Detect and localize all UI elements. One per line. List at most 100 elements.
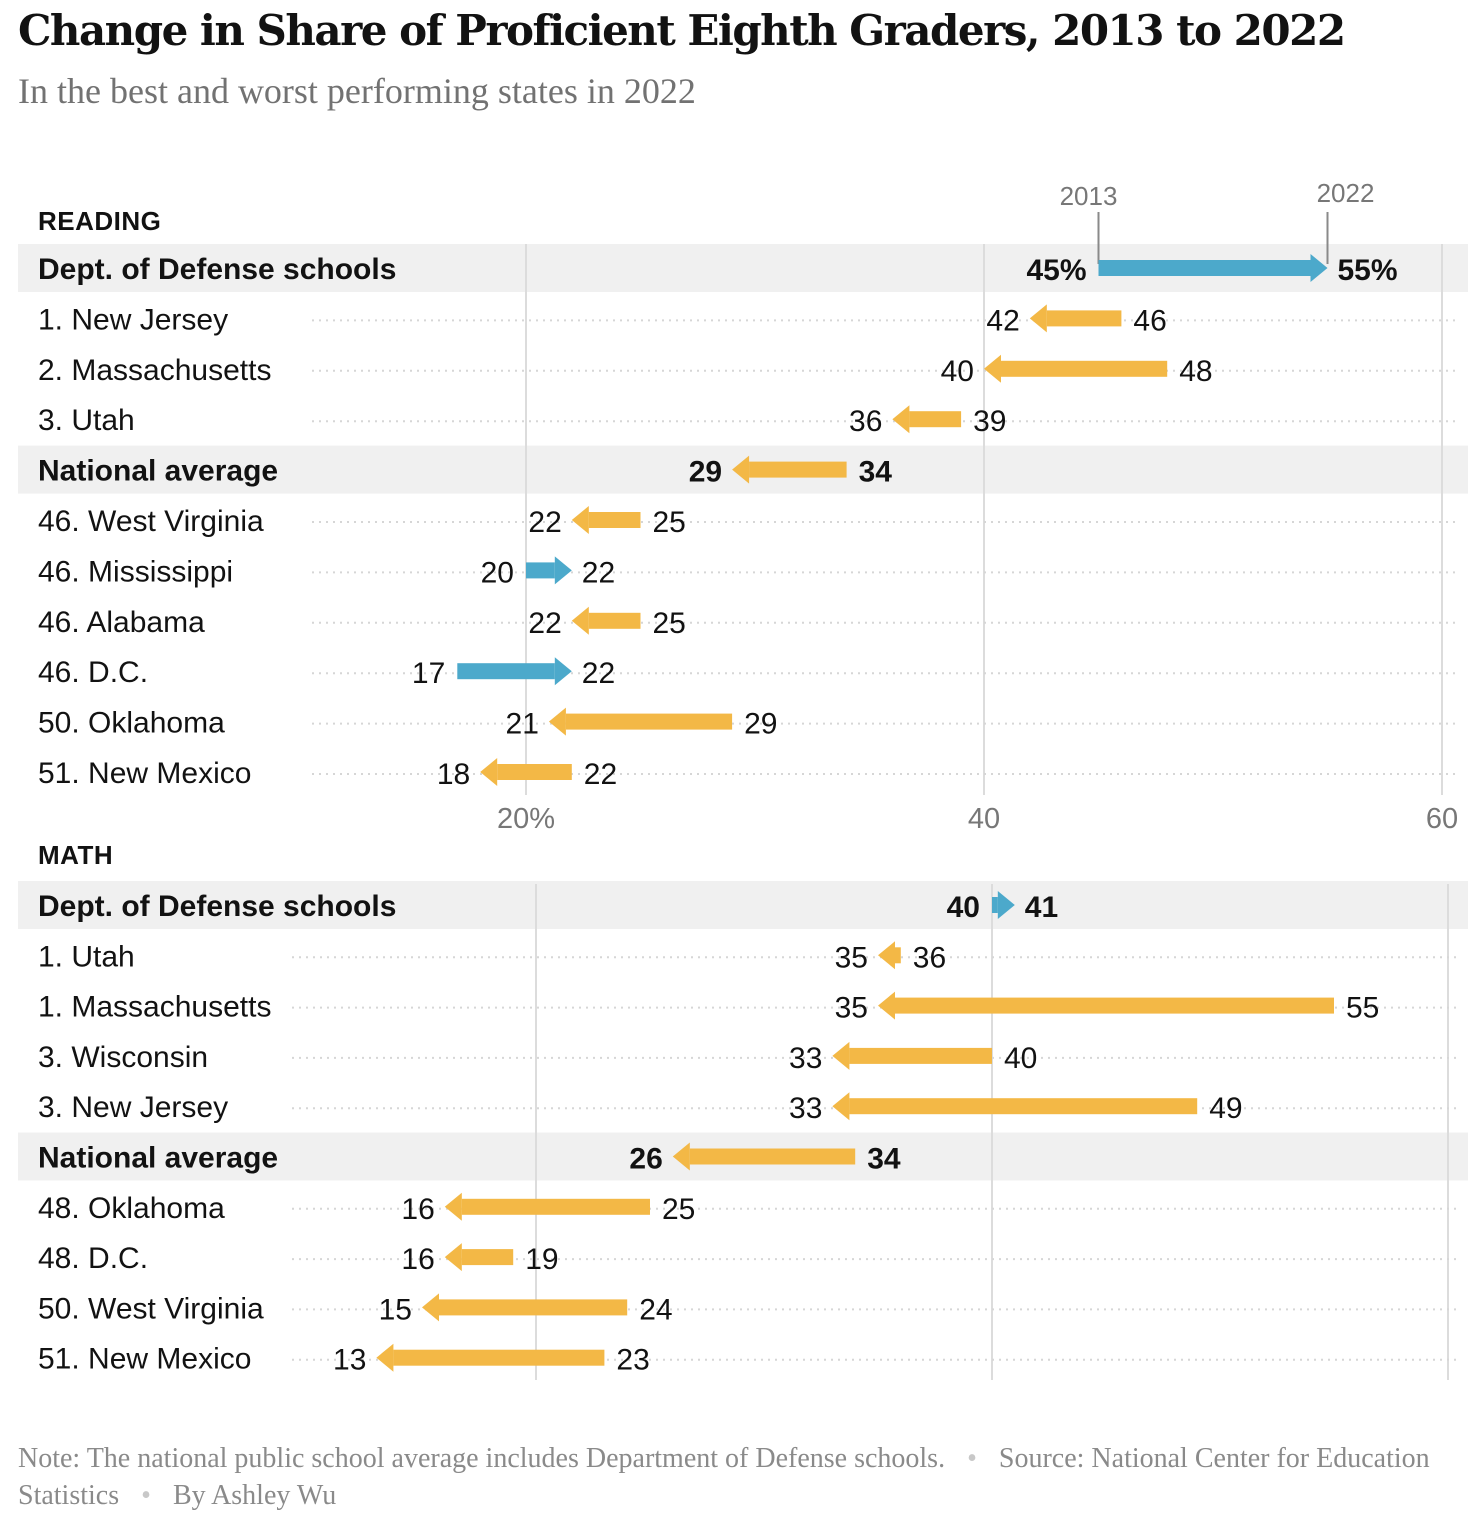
value-label-2013: 45% (1026, 254, 1086, 287)
row-label: 50. Oklahoma (38, 707, 225, 740)
value-label-2013: 36 (913, 941, 946, 974)
arrow-head (672, 1142, 690, 1171)
value-label-2022: 16 (401, 1243, 434, 1276)
arrow-head (832, 1092, 850, 1121)
row-label: 3. Wisconsin (38, 1041, 208, 1074)
x-tick-label: 60 (1426, 803, 1458, 835)
value-label-2013: 40 (1004, 1042, 1037, 1075)
x-tick-label: 20% (497, 803, 555, 835)
value-label-2013: 22 (584, 758, 617, 791)
value-label-2013: 25 (653, 506, 686, 539)
value-label-2013: 55 (1346, 992, 1379, 1025)
value-label-2013: 19 (525, 1243, 558, 1276)
arrow-shaft (565, 713, 733, 730)
separator-dot: • (141, 1480, 151, 1511)
row-label: Dept. of Defense schools (38, 890, 396, 923)
row-label: 46. West Virginia (38, 505, 264, 538)
value-label-2022: 41 (1025, 891, 1058, 924)
arrow-head (376, 1343, 394, 1372)
value-label-2022: 18 (437, 758, 470, 791)
value-label-2022: 33 (789, 1092, 822, 1125)
arrow-shaft (461, 1249, 514, 1266)
arrow-shaft (689, 1148, 856, 1165)
arrow-shaft (461, 1198, 650, 1215)
arrow-head (832, 1041, 850, 1070)
row-label: National average (38, 1142, 278, 1175)
arrow-shaft (526, 562, 555, 579)
chart-title: Change in Share of Proficient Eighth Gra… (18, 6, 1346, 55)
arrow-shaft (849, 1047, 992, 1064)
row-label: 46. D.C. (38, 656, 148, 689)
arrow-head (878, 991, 895, 1020)
row-label: 3. Utah (38, 404, 135, 437)
arrow-shaft (439, 1299, 628, 1316)
row-label: Dept. of Defense schools (38, 253, 396, 286)
row-label: 50. West Virginia (38, 1292, 264, 1325)
separator-dot: • (967, 1443, 977, 1474)
value-label-2022: 22 (528, 607, 561, 640)
arrow-shaft (1098, 260, 1311, 276)
arrow-shaft (497, 764, 572, 780)
arrow-shaft (749, 461, 847, 478)
note-text: Note: The national public school average… (18, 1443, 946, 1474)
value-label-2022: 15 (379, 1293, 412, 1326)
value-label-2022: 55% (1338, 254, 1398, 287)
arrow-shaft (909, 411, 962, 428)
arrow-shaft (588, 612, 641, 629)
arrow-head (480, 758, 498, 786)
row-label: 46. Alabama (38, 606, 205, 639)
value-label-2013: 46 (1133, 304, 1166, 337)
legend-label-2013: 2013 (1060, 181, 1118, 211)
arrow-shaft (895, 997, 1334, 1014)
row-label: 3. New Jersey (38, 1091, 228, 1124)
value-label-2013: 25 (653, 607, 686, 640)
value-label-2013: 48 (1179, 355, 1212, 388)
value-label-2022: 21 (506, 708, 539, 741)
arrow-shaft (849, 1098, 1198, 1115)
value-label-2022: 33 (789, 1042, 822, 1075)
value-label-2013: 40 (947, 891, 980, 924)
value-label-2013: 34 (867, 1143, 901, 1176)
value-label-2013: 17 (412, 657, 445, 690)
arrow-head (554, 556, 572, 585)
arrow-head (1029, 304, 1047, 333)
arrow-head (422, 1293, 439, 1322)
value-label-2022: 22 (528, 506, 561, 539)
value-label-2013: 34 (859, 456, 893, 489)
value-label-2022: 29 (689, 456, 722, 489)
arrow-shaft (1046, 310, 1122, 327)
arrow-shaft (457, 663, 555, 680)
row-label: 1. Massachusetts (38, 991, 271, 1024)
arrow-shaft (588, 512, 641, 528)
value-label-2013: 23 (616, 1344, 649, 1377)
arrow-head (732, 455, 750, 484)
value-label-2022: 16 (401, 1193, 434, 1226)
row-label: 1. New Jersey (38, 303, 228, 336)
byline-text: By Ashley Wu (172, 1480, 337, 1511)
row-label: 1. Utah (38, 940, 135, 973)
arrow-head (444, 1192, 462, 1221)
arrow-head (548, 707, 566, 736)
value-label-2022: 13 (333, 1344, 366, 1377)
row-label: National average (38, 455, 278, 488)
value-label-2022: 22 (582, 556, 615, 589)
arrow-head (984, 354, 1001, 383)
arrow-head (571, 606, 589, 635)
arrow-head (554, 657, 572, 686)
arrow-shaft (393, 1349, 605, 1366)
value-label-2022: 35 (835, 941, 868, 974)
chart-footer: Note: The national public school average… (18, 1440, 1468, 1514)
arrow-head (571, 506, 589, 534)
math-highlight-band (18, 881, 1468, 929)
value-label-2022: 26 (629, 1143, 662, 1176)
row-label: 48. D.C. (38, 1242, 148, 1275)
row-label: 46. Mississippi (38, 555, 233, 588)
value-label-2022: 42 (986, 304, 1019, 337)
value-label-2022: 40 (941, 355, 974, 388)
row-label: 2. Massachusetts (38, 354, 271, 387)
legend-label-2022: 2022 (1317, 178, 1375, 208)
value-label-2022: 22 (582, 657, 615, 690)
source-text: Source: National Center for Education St… (18, 1443, 1430, 1511)
arrow-head (1310, 254, 1328, 282)
